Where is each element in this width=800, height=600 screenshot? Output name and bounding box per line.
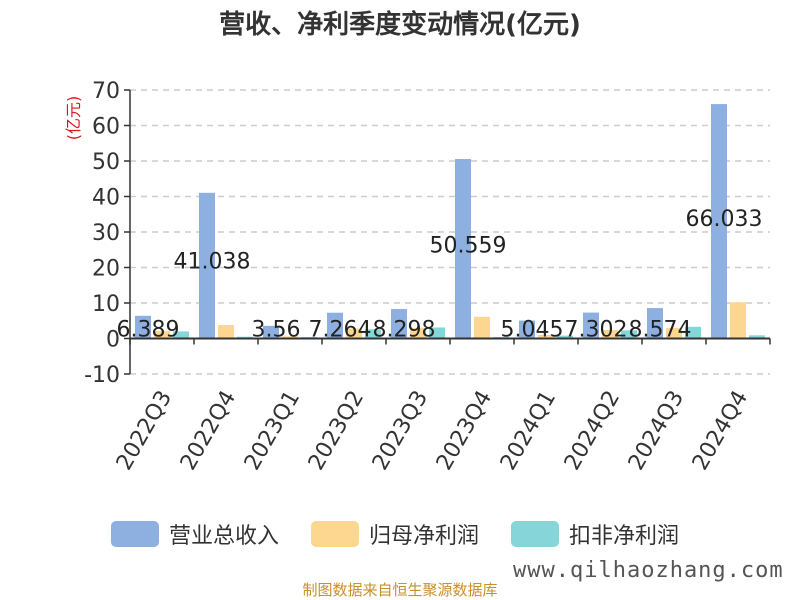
legend-label-deducted-profit: 扣非净利润 xyxy=(569,524,680,549)
bar-0-6 xyxy=(519,320,535,339)
legend-item-revenue[interactable]: 营业总收入 xyxy=(111,518,279,550)
x-tick-label: 2024Q3 xyxy=(624,387,689,475)
bar-1-8 xyxy=(666,327,682,339)
bar-2-3 xyxy=(365,329,381,339)
bar-1-3 xyxy=(346,328,362,339)
data-label: 6.389 xyxy=(117,318,180,343)
bar-1-9 xyxy=(730,302,746,339)
x-tick-label: 2024Q4 xyxy=(688,387,753,475)
legend-item-net-profit[interactable]: 归母净利润 xyxy=(311,518,479,550)
data-label: 8.298 xyxy=(373,318,436,343)
data-label: 7.264 xyxy=(309,318,372,343)
bar-2-0 xyxy=(173,331,189,339)
x-tick-label: 2022Q3 xyxy=(112,387,177,475)
bar-0-9 xyxy=(711,104,727,339)
x-tick-label: 2023Q3 xyxy=(368,387,433,475)
data-label: 50.559 xyxy=(430,233,507,258)
bar-2-7 xyxy=(621,330,637,339)
legend-swatch-deducted-profit xyxy=(511,521,559,547)
bar-0-8 xyxy=(647,308,663,339)
source-note: 制图数据来自恒生聚源数据库 xyxy=(302,581,498,599)
bar-0-7 xyxy=(583,312,599,339)
x-tick-label: 2023Q1 xyxy=(240,387,305,475)
y-tick-label: 10 xyxy=(92,292,120,317)
bar-2-6 xyxy=(557,335,573,339)
bar-0-3 xyxy=(327,312,343,339)
bar-1-7 xyxy=(602,329,618,339)
bar-0-2 xyxy=(263,325,279,339)
y-axis-title: (亿元) xyxy=(64,96,83,141)
bar-0-5 xyxy=(455,159,471,339)
data-label: 7.302 xyxy=(565,318,628,343)
data-label: 66.033 xyxy=(686,207,763,232)
legend-item-deducted-profit[interactable]: 扣非净利润 xyxy=(511,518,679,550)
legend-label-revenue: 营业总收入 xyxy=(169,524,280,549)
bar-1-6 xyxy=(538,334,554,339)
legend-label-net-profit: 归母净利润 xyxy=(369,524,480,549)
data-label: 41.038 xyxy=(174,250,251,275)
chart-title: 营收、净利季度变动情况(亿元) xyxy=(219,10,581,40)
y-tick-label: 60 xyxy=(92,115,120,140)
bar-0-0 xyxy=(135,315,151,339)
x-tick-label: 2023Q2 xyxy=(304,387,369,475)
bar-2-9 xyxy=(749,335,765,339)
bar-1-5 xyxy=(474,316,490,339)
bar-1-1 xyxy=(218,325,234,339)
watermark: www.qilhaozhang.com xyxy=(513,558,784,583)
bar-1-2 xyxy=(282,336,298,339)
data-label: 5.045 xyxy=(501,318,564,343)
legend-swatch-net-profit xyxy=(311,521,359,547)
y-tick-label: -10 xyxy=(84,363,120,388)
data-label: 8.574 xyxy=(629,318,692,343)
bar-0-1 xyxy=(199,192,215,339)
data-label: 3.56 xyxy=(252,318,301,343)
y-tick-label: 20 xyxy=(92,257,120,282)
y-tick-label: 50 xyxy=(92,150,120,175)
y-tick-label: 70 xyxy=(92,79,120,104)
y-tick-label: 30 xyxy=(92,221,120,246)
bar-2-4 xyxy=(429,327,445,339)
bar-2-8 xyxy=(685,326,701,339)
bar-1-4 xyxy=(410,327,426,339)
bar-0-4 xyxy=(391,309,407,339)
x-tick-label: 2024Q2 xyxy=(560,387,625,475)
y-tick-label: 0 xyxy=(106,328,120,353)
bar-1-0 xyxy=(154,331,170,339)
x-tick-label: 2024Q1 xyxy=(496,387,561,475)
x-tick-label: 2023Q4 xyxy=(432,387,497,475)
x-tick-label: 2022Q4 xyxy=(176,387,241,475)
legend-swatch-revenue xyxy=(111,521,159,547)
y-tick-label: 40 xyxy=(92,186,120,211)
